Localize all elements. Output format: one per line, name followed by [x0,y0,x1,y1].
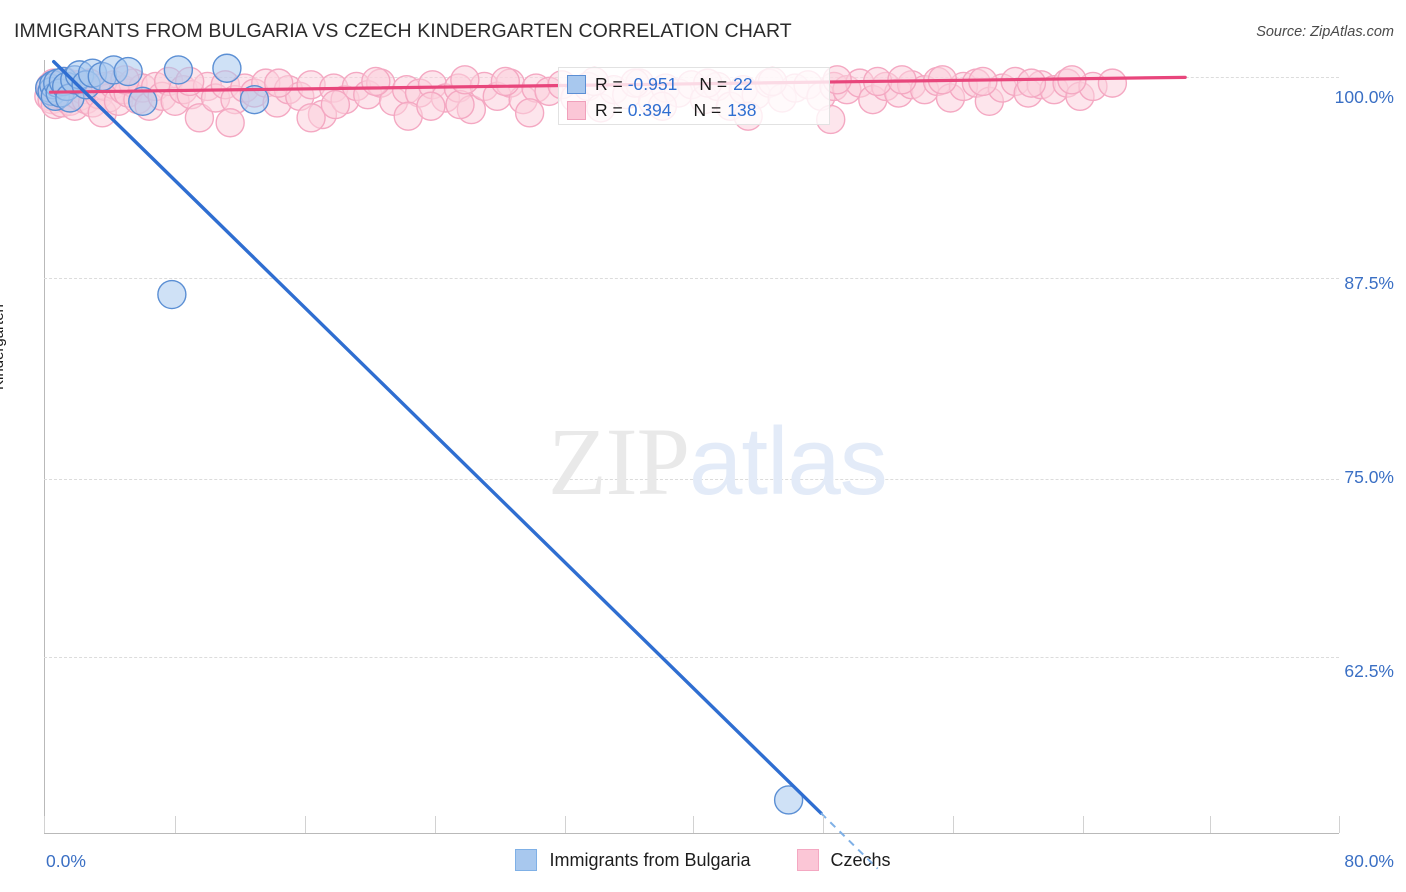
x-tick [435,816,436,833]
n-label-czechs: N = [693,99,722,120]
data-point-bulgaria [212,53,242,83]
legend-item-czechs[interactable]: Czechs [796,849,891,871]
legend-swatch-bulgaria-icon [515,849,538,871]
blue-swatch-icon [567,74,586,94]
correlation-stats-box: R = -0.951 N = 22 R = 0.394 N = 138 [558,67,830,125]
x-tick [693,816,694,833]
page-title: IMMIGRANTS FROM BULGARIA VS CZECH KINDER… [14,20,792,42]
n-value-bulgaria: 22 [733,73,753,94]
data-point-czechs [1097,68,1128,98]
scatter-layer [34,53,1187,870]
legend-label-bulgaria: Immigrants from Bulgaria [549,849,751,870]
data-point-czechs [445,89,475,120]
trend-lines [48,59,1187,870]
y-tick-label-2: 75.0% [1344,467,1394,487]
x-tick [565,816,566,833]
data-point-czechs [296,103,326,133]
data-point-bulgaria [163,55,194,85]
gridline-75 [44,479,1339,480]
r-label-czechs: R = [595,99,623,120]
data-point-czechs [514,98,545,128]
r-value-bulgaria: -0.951 [627,73,678,94]
x-tick [1083,816,1084,833]
legend-swatch-czechs-icon [796,849,819,871]
legend-label-czechs: Czechs [830,849,891,870]
x-tick [175,816,176,833]
data-point-czechs [320,89,351,120]
gridline-87 [44,278,1339,279]
x-axis-line [44,833,1339,834]
data-point-czechs [361,66,391,97]
plot-area [34,53,1339,870]
data-point-czechs [184,103,215,133]
legend-item-bulgaria[interactable]: Immigrants from Bulgaria [515,849,751,871]
trendline-bulgaria [52,59,823,815]
data-point-czechs [1016,68,1047,98]
stats-row-bulgaria: R = -0.951 N = 22 [567,71,821,97]
x-tick [44,816,45,833]
y-tick-label-3: 62.5% [1344,661,1394,681]
x-tick [953,816,954,833]
y-tick-label-0: 100.0% [1334,87,1394,107]
bulgaria-points [34,53,804,815]
data-point-czechs [450,65,480,95]
data-point-czechs [264,68,294,98]
data-point-bulgaria [157,279,187,310]
x-axis-min-label: 0.0% [46,851,86,871]
stats-row-czechs: R = 0.394 N = 138 [567,97,821,123]
r-label-bulgaria: R = [595,73,623,94]
n-label-bulgaria: N = [699,73,728,94]
data-point-bulgaria [773,785,804,815]
x-tick [305,816,306,833]
data-point-czechs [416,91,446,121]
data-point-bulgaria [113,56,143,87]
trendline-bulgaria-extension [820,812,879,870]
x-axis-max-label: 80.0% [1344,851,1394,871]
pink-swatch-icon [567,100,586,120]
chart-legend: Immigrants from Bulgaria Czechs [0,849,1406,871]
source-attribution: Source: ZipAtlas.com [1256,24,1394,40]
x-tick [1339,816,1340,833]
data-point-bulgaria [128,86,158,116]
n-value-czechs: 138 [727,99,757,120]
gridline-62 [44,657,1339,658]
data-point-czechs [490,66,521,97]
x-tick [823,816,824,833]
data-point-czechs [215,108,245,138]
y-axis-line [44,60,45,833]
r-value-czechs: 0.394 [627,99,672,120]
x-tick [1210,816,1211,833]
data-point-bulgaria [239,84,270,115]
y-tick-label-1: 87.5% [1344,273,1394,293]
y-axis-title: Kindergarten [0,304,7,390]
